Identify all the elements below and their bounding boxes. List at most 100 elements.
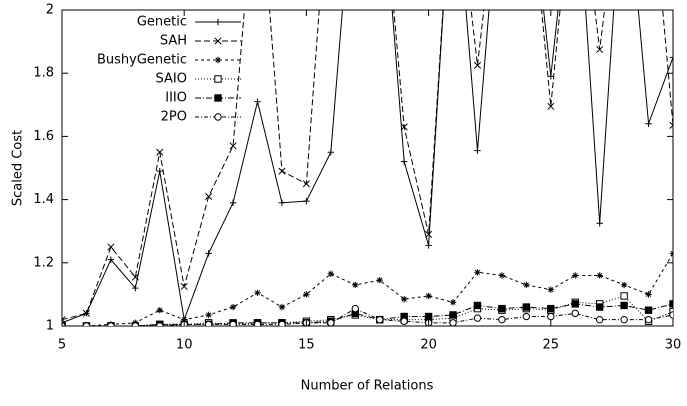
marker xyxy=(474,147,481,154)
marker xyxy=(132,284,139,292)
marker xyxy=(669,54,673,61)
marker xyxy=(400,295,408,303)
marker xyxy=(498,304,506,313)
series-line xyxy=(62,10,673,321)
x-tick-label: 10 xyxy=(176,338,193,353)
marker xyxy=(205,192,213,200)
marker xyxy=(449,319,457,326)
marker xyxy=(400,317,408,325)
marker xyxy=(303,291,310,298)
marker xyxy=(547,286,554,293)
x-tick-label: 15 xyxy=(298,338,315,353)
marker xyxy=(214,37,222,45)
marker xyxy=(425,230,433,238)
y-tick-label: 1.6 xyxy=(33,129,54,144)
marker xyxy=(351,304,359,313)
marker xyxy=(229,320,237,326)
series-line xyxy=(62,253,673,326)
marker xyxy=(473,61,482,69)
marker xyxy=(253,320,262,326)
marker xyxy=(425,242,432,249)
marker xyxy=(82,309,90,317)
marker xyxy=(156,307,163,314)
marker xyxy=(156,322,164,326)
legend-label: Genetic xyxy=(137,15,187,30)
marker xyxy=(400,158,408,165)
marker xyxy=(214,56,222,64)
marker xyxy=(474,269,481,276)
marker xyxy=(522,303,531,311)
marker xyxy=(131,322,140,326)
x-tick-label: 30 xyxy=(665,338,682,353)
marker xyxy=(278,167,286,175)
marker xyxy=(327,270,335,278)
marker xyxy=(156,167,163,175)
x-axis-label: Number of Relations xyxy=(301,379,434,394)
y-tick-label: 2 xyxy=(46,3,54,18)
y-tick-label: 1.8 xyxy=(33,66,54,81)
series-line xyxy=(62,308,673,326)
series-line xyxy=(62,295,673,326)
y-axis-label: Scaled Cost xyxy=(11,130,26,206)
marker xyxy=(424,312,433,321)
marker xyxy=(107,322,115,326)
marker xyxy=(327,149,335,156)
marker xyxy=(254,98,261,105)
marker xyxy=(82,322,91,326)
marker xyxy=(596,272,603,279)
marker xyxy=(644,315,653,324)
legend-label: SAH xyxy=(160,34,187,49)
marker xyxy=(62,316,66,324)
legend-label: IIIO xyxy=(165,91,187,106)
marker xyxy=(547,304,555,313)
x-tick-label: 20 xyxy=(420,338,437,353)
marker xyxy=(572,272,579,279)
marker xyxy=(571,309,579,318)
marker xyxy=(645,291,652,298)
marker xyxy=(473,314,482,322)
marker xyxy=(205,250,212,257)
marker xyxy=(645,120,652,127)
marker xyxy=(278,303,286,311)
plot-area xyxy=(62,10,673,326)
marker xyxy=(278,320,286,326)
marker xyxy=(327,319,335,326)
marker xyxy=(229,303,237,311)
marker xyxy=(620,281,628,289)
marker xyxy=(214,113,222,121)
x-tick-label: 25 xyxy=(543,338,560,353)
y-tick-label: 1.4 xyxy=(33,192,54,207)
marker xyxy=(596,45,604,54)
marker xyxy=(669,311,673,319)
marker xyxy=(425,292,432,300)
marker xyxy=(214,18,222,26)
marker xyxy=(669,250,673,257)
marker xyxy=(156,148,164,156)
legend-label: BushyGenetic xyxy=(97,53,187,68)
marker xyxy=(473,301,482,310)
marker xyxy=(376,315,384,324)
series-line xyxy=(62,10,673,324)
marker xyxy=(498,315,506,324)
marker xyxy=(229,199,237,206)
marker xyxy=(620,315,628,324)
marker xyxy=(352,281,359,289)
marker xyxy=(620,301,628,310)
marker xyxy=(669,121,673,129)
marker xyxy=(204,320,213,326)
marker xyxy=(620,292,628,300)
marker xyxy=(302,180,310,188)
marker xyxy=(644,306,653,314)
marker xyxy=(229,142,237,150)
marker xyxy=(205,311,212,319)
plot-frame xyxy=(61,9,674,327)
marker xyxy=(107,243,115,251)
marker xyxy=(214,75,222,83)
marker xyxy=(547,312,555,321)
marker xyxy=(107,256,115,263)
marker xyxy=(180,282,188,291)
marker xyxy=(498,272,506,279)
marker xyxy=(449,311,457,319)
marker xyxy=(400,123,408,131)
